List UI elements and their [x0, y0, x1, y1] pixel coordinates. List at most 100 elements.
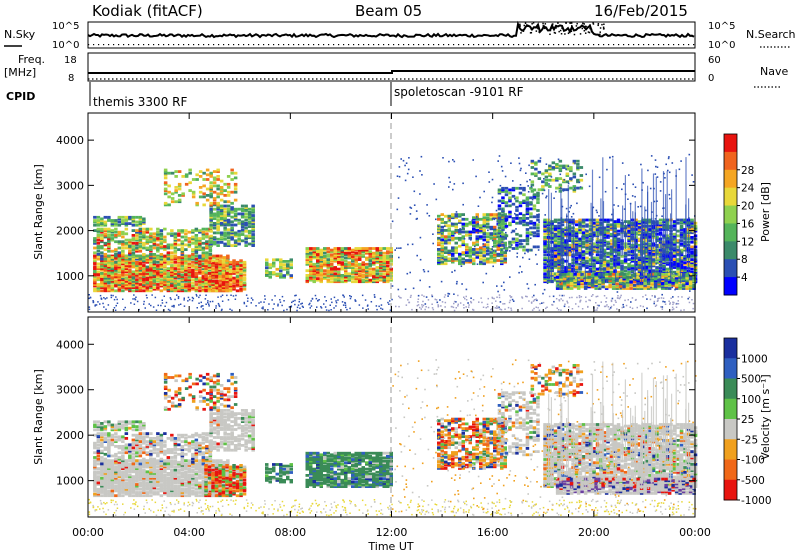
power-cell — [233, 215, 238, 219]
power-cell — [482, 254, 486, 258]
power-cell — [441, 233, 443, 235]
power-cell — [569, 274, 574, 278]
power-cell — [103, 289, 108, 293]
power-cell — [221, 260, 226, 264]
power-cell — [546, 278, 551, 282]
power-cell — [422, 304, 425, 307]
power-cell — [553, 256, 558, 260]
power-cell — [671, 280, 675, 284]
power-cell — [100, 279, 104, 283]
power-cell — [679, 234, 684, 238]
power-cell — [672, 248, 677, 252]
power-cell — [544, 175, 549, 179]
power-cell — [555, 190, 557, 193]
power-cell — [544, 170, 549, 174]
power-cell — [437, 255, 441, 259]
power-cell — [551, 166, 556, 169]
power-cell — [340, 275, 344, 279]
power-cell — [454, 246, 458, 250]
power-cell — [201, 270, 206, 274]
power-cell — [268, 275, 272, 279]
power-cell — [96, 283, 101, 286]
power-cell — [651, 261, 656, 265]
power-cell — [159, 272, 164, 275]
power-cell — [672, 250, 677, 254]
power-cell — [592, 256, 596, 260]
power-cell — [216, 206, 220, 209]
power-cell — [511, 202, 516, 206]
power-cell — [558, 177, 563, 180]
power-cell — [566, 280, 570, 284]
power-cell — [214, 267, 219, 270]
power-cell — [567, 221, 572, 225]
power-cell — [110, 284, 115, 288]
power-cell — [216, 178, 220, 181]
power-cell — [225, 284, 229, 288]
power-cell — [209, 239, 213, 243]
power-cell — [121, 222, 125, 225]
power-cell — [330, 248, 334, 252]
power-cell — [163, 256, 167, 259]
power-cell — [149, 237, 153, 240]
power-cell — [368, 259, 372, 263]
power-cell — [226, 241, 231, 244]
power-cell — [333, 274, 337, 277]
power-cell — [644, 245, 649, 249]
power-cell — [461, 213, 465, 216]
power-cell — [205, 232, 209, 236]
power-cell — [156, 267, 160, 270]
power-cell — [223, 204, 227, 208]
power-cell — [616, 248, 621, 252]
power-cell — [479, 251, 483, 254]
power-cell — [215, 286, 220, 289]
power-cell — [580, 279, 584, 282]
power-cell — [444, 255, 448, 259]
power-cell — [337, 262, 341, 266]
power-cell — [135, 262, 139, 266]
power-cell — [358, 278, 362, 282]
power-cell — [177, 234, 181, 237]
power-cell — [472, 249, 476, 253]
power-cell — [221, 267, 226, 270]
power-cell — [344, 270, 348, 274]
power-cell — [639, 287, 644, 290]
power-cell — [546, 282, 549, 284]
power-cell — [557, 267, 561, 271]
power-cell — [644, 218, 649, 222]
power-cell — [221, 275, 226, 278]
power-cell — [440, 255, 444, 259]
power-cell — [216, 218, 220, 222]
power-cell — [244, 207, 248, 211]
power-cell — [550, 255, 554, 258]
power-cell — [602, 231, 607, 235]
power-cell — [204, 270, 208, 274]
power-cell — [609, 253, 614, 257]
power-cell — [103, 223, 108, 227]
power-cell — [576, 274, 581, 278]
power-cell — [107, 234, 111, 237]
power-cell — [235, 272, 240, 275]
power-cell — [672, 243, 677, 247]
power-cell — [375, 253, 379, 257]
power-cell — [532, 245, 537, 249]
power-cell — [209, 195, 213, 199]
power-cell — [608, 285, 612, 289]
power-cell — [468, 260, 472, 264]
power-cell — [573, 280, 577, 284]
power-cell — [444, 238, 448, 242]
power-cell — [173, 279, 178, 283]
power-cell — [595, 220, 600, 223]
power-cell — [131, 234, 136, 237]
power-cell — [553, 226, 558, 230]
power-cell — [685, 272, 689, 276]
power-cell — [244, 209, 248, 213]
power-cell — [544, 169, 549, 173]
power-cell — [462, 203, 464, 206]
power-cell — [630, 267, 635, 271]
power-cell — [323, 255, 327, 258]
power-cell — [214, 289, 219, 293]
power-cell — [212, 212, 217, 216]
power-cell — [518, 217, 523, 220]
power-cell — [235, 276, 240, 280]
power-cell — [100, 220, 104, 224]
